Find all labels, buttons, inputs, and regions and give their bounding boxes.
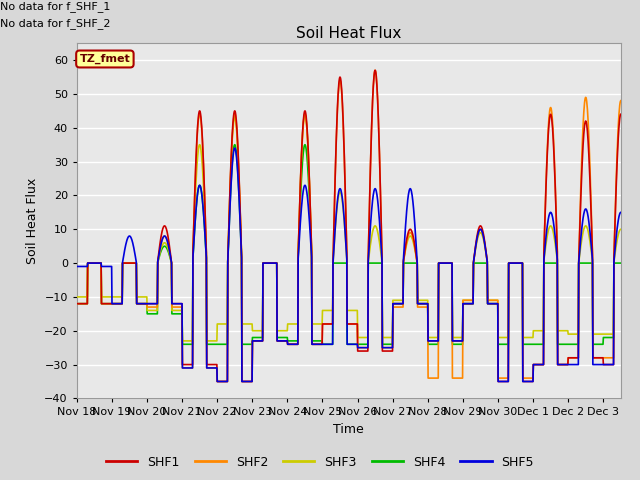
Text: No data for f_SHF_1: No data for f_SHF_1 [1, 1, 111, 12]
Legend: SHF1, SHF2, SHF3, SHF4, SHF5: SHF1, SHF2, SHF3, SHF4, SHF5 [101, 451, 539, 474]
Title: Soil Heat Flux: Soil Heat Flux [296, 25, 401, 41]
Y-axis label: Soil Heat Flux: Soil Heat Flux [26, 178, 38, 264]
X-axis label: Time: Time [333, 423, 364, 436]
Text: TZ_fmet: TZ_fmet [79, 54, 131, 64]
Text: No data for f_SHF_2: No data for f_SHF_2 [1, 18, 111, 29]
